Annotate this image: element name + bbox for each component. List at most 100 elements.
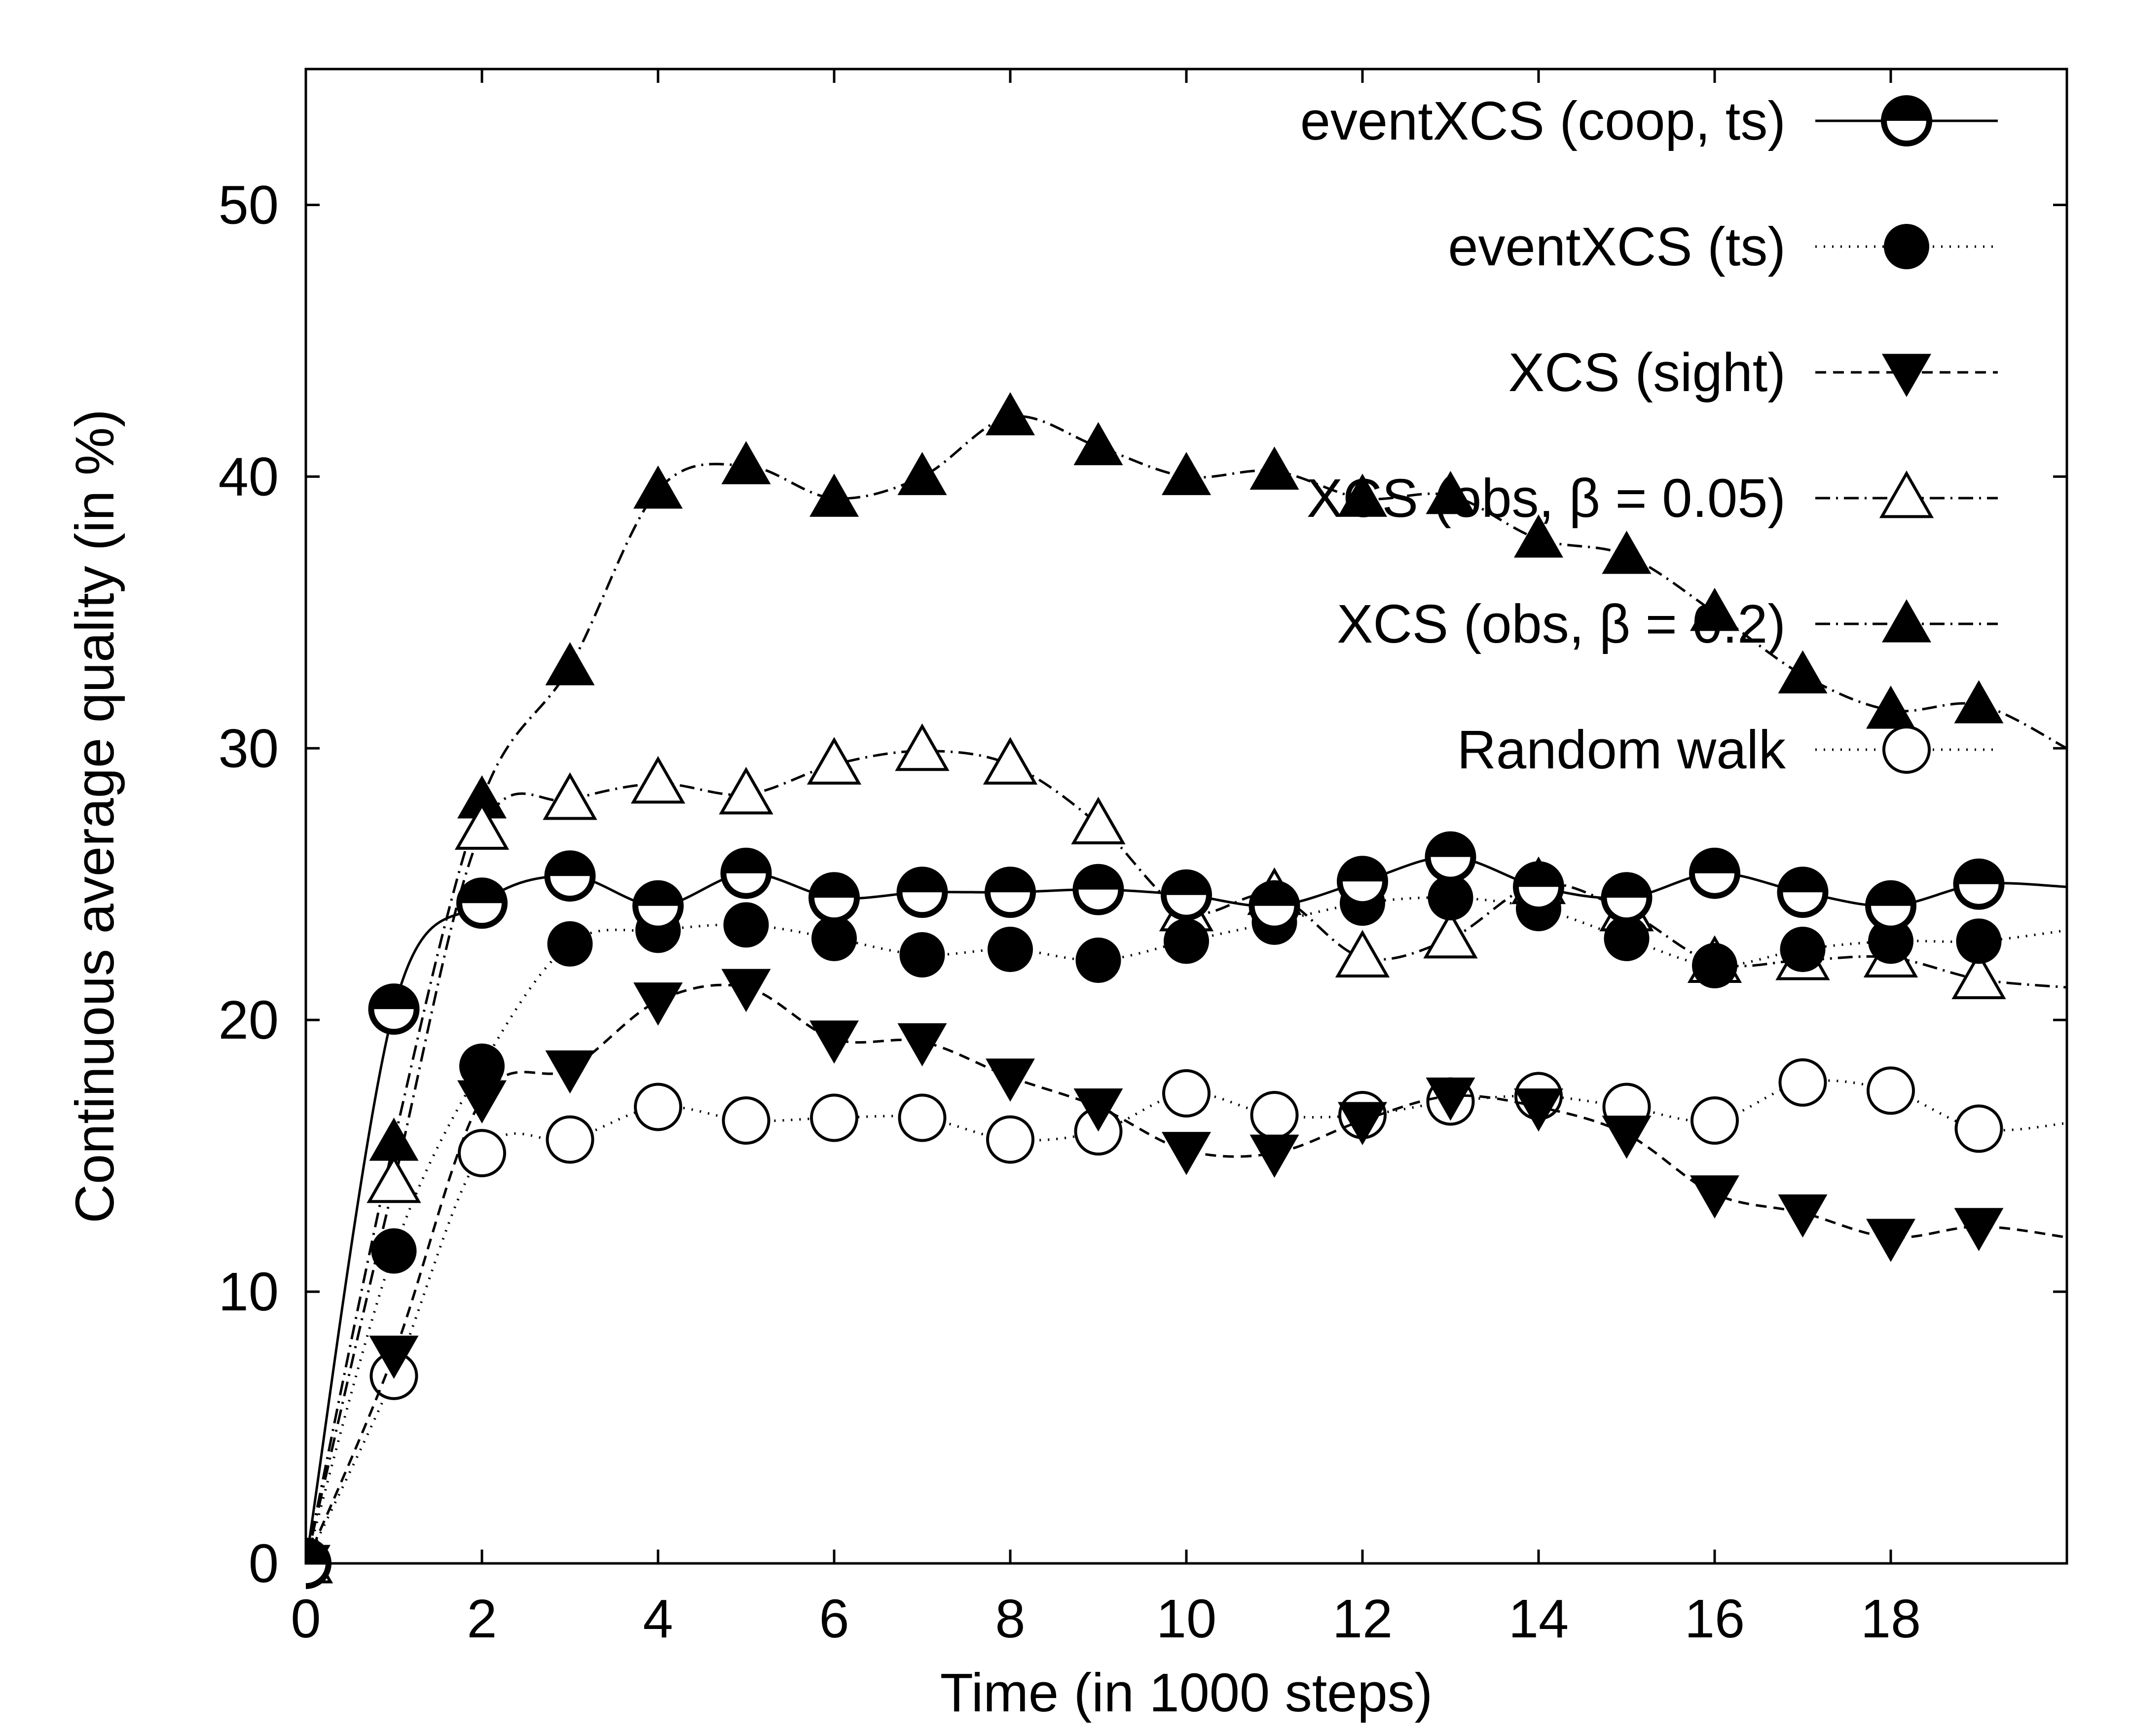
marker-fill — [1164, 872, 1209, 895]
marker-shape — [1778, 1058, 1827, 1107]
marker-shape — [1164, 918, 1209, 964]
legend-label: Random walk — [1457, 720, 1786, 780]
y-tick-label: 20 — [219, 990, 279, 1050]
marker-shape — [1884, 224, 1929, 269]
legend-label: XCS (obs, β = 0.05) — [1307, 468, 1786, 529]
marker-shape — [897, 452, 947, 495]
y-tick-label: 30 — [219, 718, 279, 779]
data-point — [1338, 1102, 1387, 1146]
data-point — [721, 441, 771, 484]
data-point — [1164, 918, 1209, 964]
marker-fill — [1956, 861, 2002, 884]
marker-shape — [545, 1050, 595, 1094]
x-tick-label: 4 — [643, 1589, 673, 1649]
marker-shape — [1866, 686, 1915, 729]
data-point — [1162, 452, 1211, 495]
marker-shape — [1423, 910, 1478, 959]
marker-shape — [1071, 796, 1126, 845]
data-point — [1778, 1194, 1828, 1238]
data-point — [1601, 872, 1653, 924]
x-axis-label: Time (in 1000 steps) — [940, 1663, 1433, 1723]
marker-shape — [371, 1228, 417, 1274]
legend-entry: eventXCS (ts) — [1448, 217, 1998, 277]
data-point — [1335, 930, 1390, 977]
legend-label: XCS (sight) — [1508, 342, 1786, 403]
data-point — [1956, 918, 2002, 964]
data-point — [1868, 918, 1913, 964]
marker-shape — [454, 802, 510, 850]
marker-fill — [988, 869, 1033, 893]
data-point — [723, 902, 769, 948]
marker-shape — [546, 1115, 594, 1164]
marker-fill — [547, 853, 593, 876]
data-point — [545, 642, 595, 686]
legend-label: XCS (obs, β = 0.2) — [1337, 594, 1786, 654]
marker-shape — [1780, 926, 1826, 972]
data-point — [1425, 831, 1476, 883]
marker-shape — [458, 1129, 506, 1178]
data-point — [986, 1115, 1034, 1164]
marker-shape — [1778, 1194, 1828, 1238]
data-point — [1162, 1132, 1211, 1175]
data-point — [633, 465, 683, 509]
marker-shape — [719, 766, 773, 815]
y-tick-label: 40 — [219, 446, 279, 507]
marker-shape — [986, 1115, 1034, 1164]
marker-shape — [1882, 354, 1931, 397]
marker-fill — [306, 1541, 329, 1563]
legend-marker — [1881, 95, 1932, 146]
data-point — [547, 921, 593, 967]
marker-shape — [1882, 599, 1931, 643]
x-tick-label: 18 — [1861, 1589, 1921, 1649]
marker-fill — [1251, 883, 1297, 906]
data-point — [1338, 473, 1387, 517]
marker-shape — [988, 926, 1033, 972]
data-point — [632, 880, 684, 932]
legend-entry: Random walk — [1457, 720, 1998, 780]
marker-shape — [459, 1043, 505, 1089]
marker-fill — [371, 986, 417, 1010]
marker-shape — [983, 737, 1038, 785]
data-point — [1780, 926, 1826, 972]
data-point — [720, 847, 772, 899]
data-point — [1692, 943, 1737, 988]
data-point — [1162, 1069, 1211, 1118]
marker-shape — [1338, 473, 1387, 517]
marker-shape — [1073, 1088, 1123, 1132]
marker-shape — [1866, 1219, 1915, 1262]
marker-shape — [633, 465, 683, 509]
marker-shape — [1249, 446, 1299, 490]
data-point — [459, 1043, 505, 1089]
data-point — [1071, 796, 1126, 845]
data-point — [1866, 1219, 1915, 1262]
marker-shape — [367, 1155, 421, 1203]
data-point — [456, 877, 508, 929]
series-1 — [306, 831, 2067, 1589]
data-point — [367, 1155, 421, 1203]
marker-shape — [1954, 1104, 2003, 1153]
marker-shape — [721, 441, 771, 484]
data-point — [1249, 880, 1300, 932]
series-3 — [306, 969, 2067, 1588]
marker-shape — [1954, 1208, 2004, 1251]
data-point — [1514, 1088, 1563, 1132]
data-point — [1777, 867, 1829, 918]
marker-shape — [1690, 1175, 1739, 1219]
x-tick-label: 12 — [1332, 1589, 1393, 1649]
marker-fill — [635, 883, 681, 906]
marker-shape — [1882, 725, 1931, 774]
marker-shape — [1514, 514, 1563, 558]
data-point — [807, 737, 862, 785]
data-point — [811, 915, 857, 961]
marker-shape — [547, 921, 593, 967]
data-point — [545, 1050, 595, 1094]
data-point — [895, 723, 950, 771]
marker-shape — [898, 1093, 947, 1142]
legend: eventXCS (coop, ts) eventXCS (ts) XCS (sig… — [1300, 91, 1998, 780]
data-point — [1954, 1104, 2003, 1153]
data-point — [454, 802, 510, 850]
data-point — [1865, 880, 1916, 932]
marker-shape — [986, 392, 1035, 435]
legend-entry: XCS (obs, β = 0.05) — [1307, 468, 1998, 529]
data-point — [719, 766, 773, 815]
